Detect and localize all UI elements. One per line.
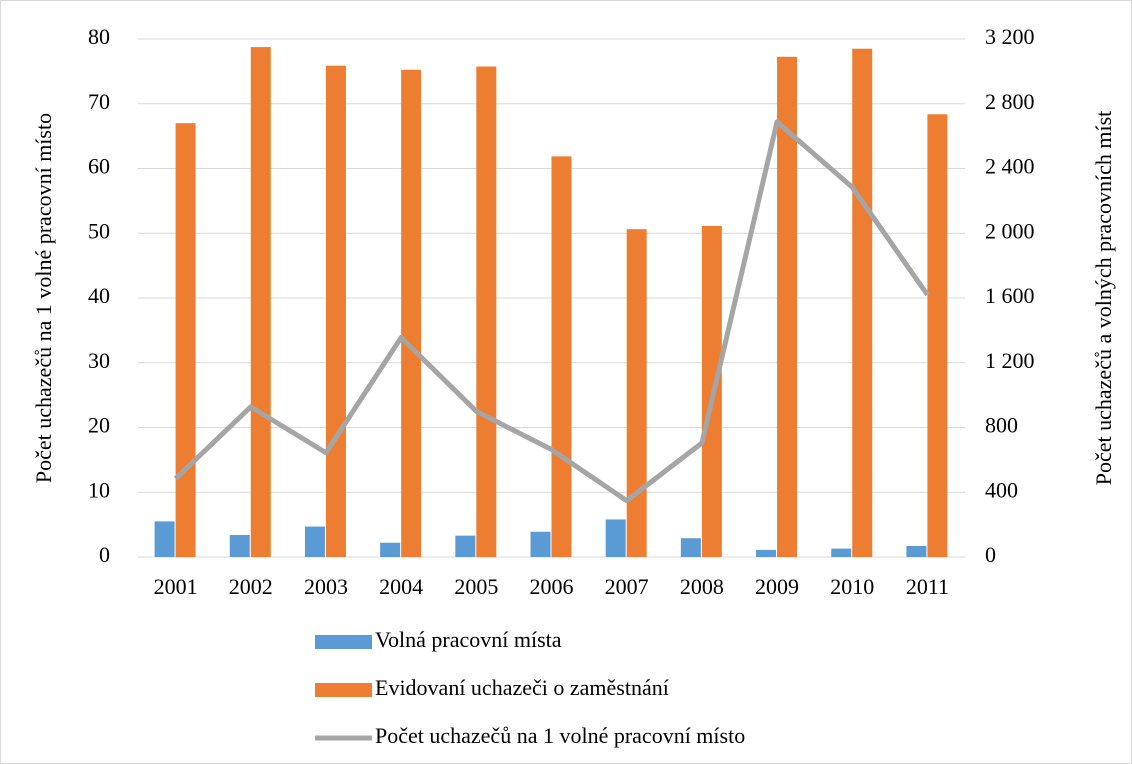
bar xyxy=(304,526,325,557)
bar xyxy=(852,48,873,558)
bar xyxy=(680,538,701,557)
legend-swatch xyxy=(315,635,372,649)
y-axis-title: Počet uchazečů na 1 volné pracovní místo xyxy=(31,113,56,483)
bar xyxy=(906,545,927,557)
bar xyxy=(756,549,777,557)
bar xyxy=(175,123,196,558)
y-tick-label: 40 xyxy=(88,283,110,308)
bar xyxy=(551,156,572,557)
x-tick-label: 2003 xyxy=(304,574,348,599)
y-tick-label: 10 xyxy=(88,477,110,502)
legend-swatch xyxy=(315,683,372,697)
x-tick-label: 2001 xyxy=(154,574,198,599)
y-tick-label: 70 xyxy=(88,89,110,114)
y2-tick-label: 1 600 xyxy=(985,283,1035,308)
x-tick-label: 2004 xyxy=(379,574,423,599)
bar xyxy=(154,521,175,557)
y2-tick-label: 2 000 xyxy=(985,218,1035,243)
bar xyxy=(380,542,401,557)
bar xyxy=(530,531,551,557)
bar xyxy=(777,56,798,558)
x-tick-label: 2010 xyxy=(830,574,874,599)
y-tick-label: 80 xyxy=(88,24,110,49)
line-series xyxy=(173,119,930,504)
x-tick-label: 2002 xyxy=(229,574,273,599)
bar xyxy=(626,229,647,557)
y-tick-label: 50 xyxy=(88,218,110,243)
bar xyxy=(455,535,476,557)
bar xyxy=(250,47,271,557)
x-tick-label: 2011 xyxy=(906,574,949,599)
y2-tick-label: 1 200 xyxy=(985,348,1035,373)
y2-tick-label: 800 xyxy=(985,413,1018,438)
bar xyxy=(927,114,948,557)
y-tick-label: 60 xyxy=(88,154,110,179)
y2-tick-label: 400 xyxy=(985,477,1018,502)
legend-label: Volná pracovní místa xyxy=(375,627,562,652)
x-tick-label: 2006 xyxy=(530,574,574,599)
y-tick-label: 0 xyxy=(99,542,110,567)
bar xyxy=(476,66,497,558)
y-tick-label: 20 xyxy=(88,413,110,438)
y-tick-label: 30 xyxy=(88,348,110,373)
y2-axis-title: Počet uchazečů a volných pracovních míst xyxy=(1091,111,1116,485)
bar xyxy=(831,548,852,557)
bar xyxy=(605,519,626,557)
y2-tick-label: 0 xyxy=(985,542,996,567)
bar xyxy=(229,534,250,557)
bar xyxy=(325,65,346,557)
x-tick-label: 2009 xyxy=(755,574,799,599)
y2-tick-label: 3 200 xyxy=(985,24,1035,49)
y2-tick-label: 2 400 xyxy=(985,154,1035,179)
legend-label: Evidovaní uchazeči o zaměstnání xyxy=(375,675,669,700)
x-tick-label: 2007 xyxy=(605,574,649,599)
bar xyxy=(401,69,422,557)
x-tick-label: 2008 xyxy=(680,574,724,599)
legend-label: Počet uchazečů na 1 volné pracovní místo xyxy=(375,723,745,748)
y2-tick-label: 2 800 xyxy=(985,89,1035,114)
x-tick-label: 2005 xyxy=(454,574,498,599)
